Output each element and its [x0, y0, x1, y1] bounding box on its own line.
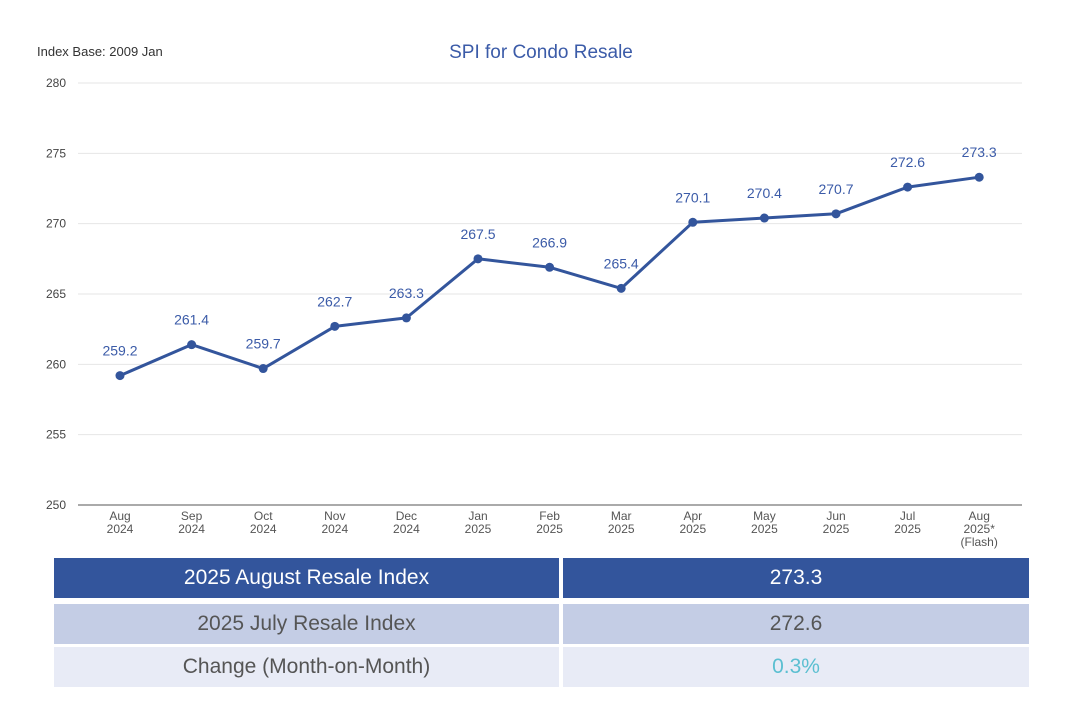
- y-axis-ticks: 250 255 260 265 270 275 280: [46, 76, 66, 512]
- x-tick-label: Aug 2024: [107, 509, 134, 536]
- y-tick-label: 270: [46, 217, 66, 231]
- data-point: [115, 371, 125, 381]
- y-tick-label: 275: [46, 146, 66, 160]
- x-tick-label: Dec 2024: [393, 509, 420, 536]
- grid-lines: [78, 82, 1022, 436]
- data-points: [115, 172, 984, 381]
- data-label: 262.7: [317, 293, 352, 309]
- summary-value: 273.3: [563, 558, 1029, 604]
- data-point: [545, 262, 555, 272]
- data-point: [187, 340, 197, 350]
- summary-row-july: 2025 July Resale Index 272.6: [54, 604, 1029, 647]
- summary-label: 2025 July Resale Index: [54, 604, 563, 647]
- data-point: [831, 209, 841, 219]
- x-tick-label: Jun 2025: [823, 509, 850, 536]
- summary-value: 272.6: [563, 604, 1029, 647]
- y-tick-label: 250: [46, 498, 66, 512]
- data-label: 272.6: [890, 154, 925, 170]
- data-point: [473, 254, 483, 264]
- data-label: 270.1: [675, 189, 710, 205]
- data-label: 265.4: [604, 255, 639, 271]
- data-label: 259.2: [102, 343, 137, 359]
- y-tick-label: 280: [46, 76, 66, 90]
- x-tick-label: Jul 2025: [894, 509, 921, 536]
- data-label: 270.4: [747, 185, 782, 201]
- resale-index-summary-table: 2025 August Resale Index 273.3 2025 July…: [54, 558, 1029, 687]
- data-point: [688, 217, 698, 227]
- data-point: [759, 213, 769, 223]
- x-tick-label: Nov 2024: [321, 509, 348, 536]
- summary-label: 2025 August Resale Index: [54, 558, 563, 604]
- y-tick-label: 255: [46, 428, 66, 442]
- data-point: [903, 182, 913, 192]
- x-tick-label: Apr 2025: [679, 509, 706, 536]
- x-tick-label: Sep 2024: [178, 509, 205, 536]
- x-tick-label: Aug 2025* (Flash): [961, 509, 998, 549]
- data-point: [401, 313, 411, 323]
- data-label: 270.7: [818, 181, 853, 197]
- summary-row-change: Change (Month-on-Month) 0.3%: [54, 647, 1029, 687]
- data-label: 263.3: [389, 285, 424, 301]
- summary-label: Change (Month-on-Month): [54, 647, 563, 687]
- data-labels: 259.2 261.4 259.7 262.7 263.3 267.5 266.9 265.4…: [102, 144, 996, 358]
- x-tick-label: Jan 2025: [465, 509, 492, 536]
- x-tick-label: Oct 2024: [250, 509, 277, 536]
- y-tick-label: 265: [46, 287, 66, 301]
- data-point: [258, 364, 268, 374]
- data-label: 266.9: [532, 234, 567, 250]
- data-label: 273.3: [962, 144, 997, 160]
- chart-title: SPI for Condo Resale: [449, 42, 633, 63]
- data-label: 267.5: [460, 226, 495, 242]
- x-axis-ticks: Aug 2024 Sep 2024 Oct 2024 Nov 2024 Dec 2024 Jan 20…: [107, 509, 998, 549]
- index-base-note: Index Base: 2009 Jan: [37, 44, 163, 59]
- summary-value: 0.3%: [563, 647, 1029, 687]
- data-point: [330, 321, 340, 331]
- spi-line-chart: SPI for Condo Resale Index Base: 2009 Ja…: [37, 42, 1022, 549]
- data-label: 261.4: [174, 312, 209, 328]
- x-tick-label: May 2025: [751, 509, 778, 536]
- data-point: [616, 283, 626, 293]
- y-tick-label: 260: [46, 357, 66, 371]
- data-label: 259.7: [246, 336, 281, 352]
- data-point: [974, 172, 984, 182]
- x-tick-label: Mar 2025: [608, 509, 635, 536]
- x-tick-label: Feb 2025: [536, 509, 563, 536]
- summary-row-august: 2025 August Resale Index 273.3: [54, 558, 1029, 604]
